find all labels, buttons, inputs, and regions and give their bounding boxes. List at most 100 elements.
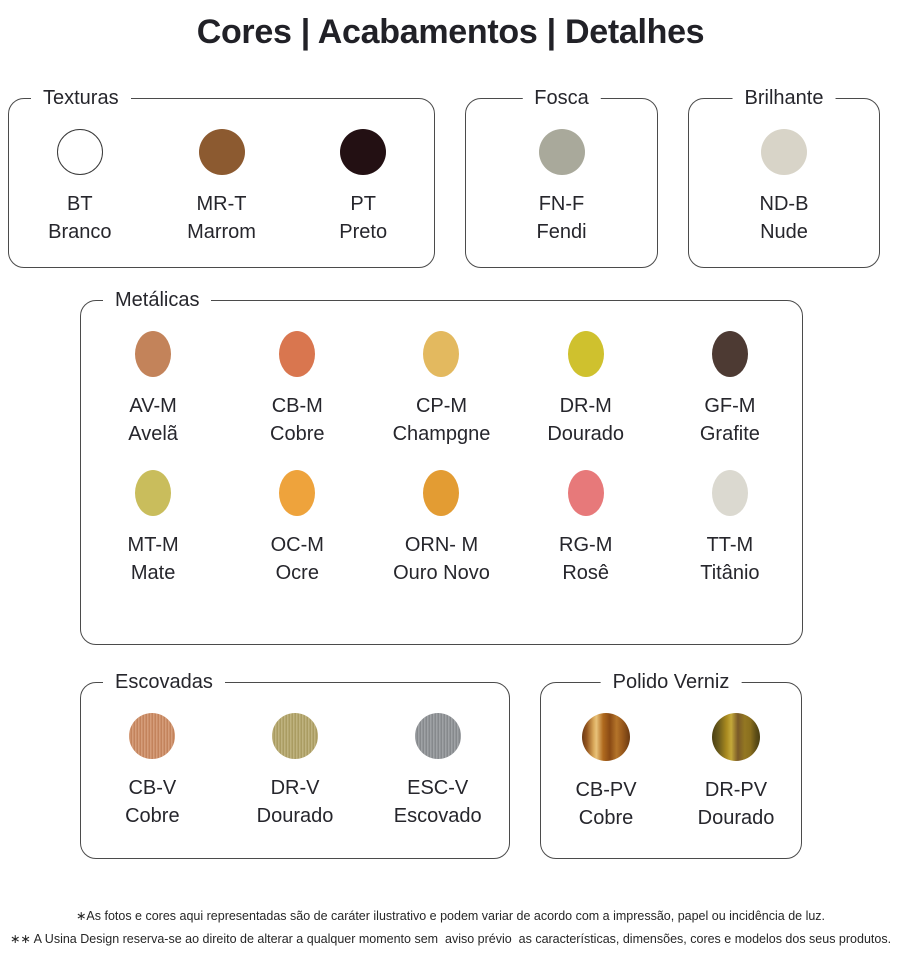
row-metalicas: Metálicas AV-M Avelã CB-M Cobre CP-M Cha… bbox=[80, 288, 901, 645]
swatch-item-mtm: MT-M Mate bbox=[81, 470, 225, 585]
swatch-code: CB-PV bbox=[575, 779, 637, 801]
swatch-item-cbm: CB-M Cobre bbox=[225, 331, 369, 446]
fosca-swatches: FN-F Fendi bbox=[466, 99, 657, 244]
swatch-name: Titânio bbox=[700, 562, 760, 584]
section-polido-verniz: Polido Verniz CB-PV Cobre DR-PV Dourado bbox=[540, 670, 802, 859]
swatch-item-ornm: ORN- M Ouro Novo bbox=[369, 470, 513, 585]
texturas-swatches: BT Branco MR-T Marrom PT Preto bbox=[9, 99, 434, 244]
swatch-code: FN-F bbox=[538, 193, 585, 215]
swatch-code: OC-M bbox=[270, 534, 324, 556]
metalicas-swatches: AV-M Avelã CB-M Cobre CP-M Champgne DR-M… bbox=[81, 301, 802, 585]
section-escovadas: Escovadas CB-V Cobre DR-V Dourado ESC-V … bbox=[80, 670, 510, 859]
color-swatch-pt bbox=[340, 129, 387, 175]
color-swatch-avm bbox=[135, 331, 172, 377]
swatch-name: Ouro Novo bbox=[393, 562, 490, 584]
section-escovadas-label: Escovadas bbox=[103, 670, 225, 693]
swatch-name: Branco bbox=[48, 221, 112, 243]
swatch-name: Dourado bbox=[547, 423, 625, 445]
swatch-item-avm: AV-M Avelã bbox=[81, 331, 225, 446]
swatch-item-cbv: CB-V Cobre bbox=[81, 713, 224, 828]
section-fosca-label: Fosca bbox=[522, 86, 601, 109]
swatch-name: Cobre bbox=[578, 807, 634, 829]
swatch-code: CB-V bbox=[128, 777, 177, 799]
section-brilhante: Brilhante ND-B Nude bbox=[688, 86, 880, 268]
footer-disclaimer: ∗As fotos e cores aqui representadas são… bbox=[0, 905, 901, 951]
swatch-code: GF-M bbox=[704, 395, 756, 417]
page-title: Cores | Acabamentos | Detalhes bbox=[196, 13, 705, 51]
swatch-name: Dourado bbox=[697, 807, 775, 829]
swatch-name: Rosê bbox=[562, 562, 610, 584]
swatch-code: MR-T bbox=[196, 193, 247, 215]
swatch-code: PT bbox=[350, 193, 376, 215]
color-swatch-drm bbox=[567, 331, 604, 377]
color-swatch-ttm bbox=[711, 470, 748, 516]
swatch-code: CB-M bbox=[271, 395, 323, 417]
swatch-code: ESC-V bbox=[407, 777, 469, 799]
section-brilhante-label: Brilhante bbox=[732, 86, 836, 109]
color-swatch-bt bbox=[56, 129, 103, 175]
swatch-item-escv: ESC-V Escovado bbox=[366, 713, 509, 828]
brilhante-swatches: ND-B Nude bbox=[689, 99, 879, 244]
swatch-code: CP-M bbox=[415, 395, 468, 417]
row-finishes-bottom: Escovadas CB-V Cobre DR-V Dourado ESC-V … bbox=[80, 670, 901, 859]
color-swatch-cbpv bbox=[582, 713, 630, 761]
swatch-item-gfm: GF-M Grafite bbox=[658, 331, 802, 446]
color-swatch-rgm bbox=[567, 470, 604, 516]
swatch-name: Mate bbox=[130, 562, 176, 584]
swatch-item-ndb: ND-B Nude bbox=[689, 129, 879, 244]
swatch-name: Cobre bbox=[270, 423, 325, 445]
swatch-item-fnf: FN-F Fendi bbox=[466, 129, 657, 244]
swatch-name: Avelã bbox=[128, 423, 178, 445]
swatch-code: BT bbox=[67, 193, 93, 215]
color-swatch-escv bbox=[414, 713, 461, 759]
swatch-code: ND-B bbox=[759, 193, 809, 215]
swatch-item-drv: DR-V Dourado bbox=[224, 713, 367, 828]
swatch-code: ORN- M bbox=[404, 534, 479, 556]
swatch-code: DR-V bbox=[270, 777, 320, 799]
swatch-code: RG-M bbox=[559, 534, 613, 556]
swatch-item-mrt: MR-T Marrom bbox=[151, 129, 293, 244]
section-polido-verniz-label: Polido Verniz bbox=[600, 670, 742, 693]
polido-verniz-swatches: CB-PV Cobre DR-PV Dourado bbox=[541, 683, 801, 830]
swatch-item-rgm: RG-M Rosê bbox=[514, 470, 658, 585]
color-swatch-cbm bbox=[279, 331, 316, 377]
swatch-name: Preto bbox=[339, 221, 388, 243]
disclaimer-line-1: ∗As fotos e cores aqui representadas são… bbox=[75, 909, 826, 923]
section-fosca: Fosca FN-F Fendi bbox=[465, 86, 658, 268]
swatch-item-drm: DR-M Dourado bbox=[514, 331, 658, 446]
swatch-name: Ocre bbox=[275, 562, 319, 584]
row-finishes-top: Texturas BT Branco MR-T Marrom PT Preto bbox=[8, 86, 901, 268]
swatch-name: Escovado bbox=[393, 805, 482, 827]
swatch-code: DR-PV bbox=[704, 779, 768, 801]
color-swatch-drv bbox=[272, 713, 318, 759]
color-swatch-ndb bbox=[761, 129, 807, 175]
swatch-name: Grafite bbox=[699, 423, 760, 445]
section-metalicas: Metálicas AV-M Avelã CB-M Cobre CP-M Cha… bbox=[80, 288, 803, 645]
swatch-code: MT-M bbox=[127, 534, 179, 556]
color-swatch-drpv bbox=[712, 713, 760, 761]
color-swatch-cpm bbox=[423, 331, 460, 377]
swatch-item-pt: PT Preto bbox=[292, 129, 434, 244]
swatch-name: Cobre bbox=[125, 805, 180, 827]
escovadas-swatches: CB-V Cobre DR-V Dourado ESC-V Escovado bbox=[81, 683, 509, 828]
section-texturas: Texturas BT Branco MR-T Marrom PT Preto bbox=[8, 86, 435, 268]
swatch-item-drpv: DR-PV Dourado bbox=[671, 713, 801, 830]
swatch-code: TT-M bbox=[706, 534, 754, 556]
swatch-name: Nude bbox=[760, 221, 808, 243]
swatch-code: AV-M bbox=[129, 395, 177, 417]
swatch-item-ttm: TT-M Titânio bbox=[658, 470, 802, 585]
color-swatch-ornm bbox=[423, 470, 460, 516]
disclaimer-line-2: ∗∗ A Usina Design reserva-se ao direito … bbox=[9, 932, 892, 946]
color-swatch-fnf bbox=[538, 129, 585, 175]
swatch-item-cbpv: CB-PV Cobre bbox=[541, 713, 671, 830]
color-swatch-mrt bbox=[198, 129, 245, 175]
swatch-code: DR-M bbox=[559, 395, 612, 417]
swatch-name: Champgne bbox=[392, 423, 491, 445]
color-swatch-cbv bbox=[129, 713, 176, 759]
swatch-item-cpm: CP-M Champgne bbox=[369, 331, 513, 446]
section-metalicas-label: Metálicas bbox=[103, 288, 212, 311]
swatch-name: Dourado bbox=[256, 805, 334, 827]
swatch-name: Marrom bbox=[187, 221, 256, 243]
section-texturas-label: Texturas bbox=[31, 86, 131, 109]
